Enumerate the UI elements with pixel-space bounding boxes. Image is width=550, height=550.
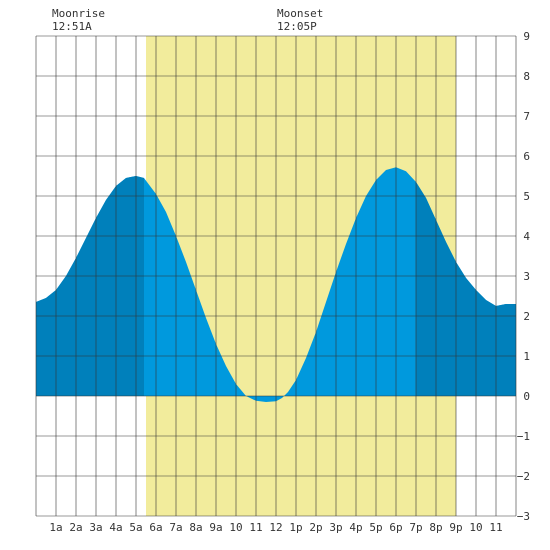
x-tick-label: 3p (329, 521, 342, 534)
y-tick-label: 1 (523, 350, 530, 363)
y-tick-label: 3 (523, 270, 530, 283)
x-tick-label: 5p (369, 521, 382, 534)
y-tick-label: −3 (517, 510, 530, 523)
x-tick-label: 2p (309, 521, 322, 534)
moonset-label: Moonset (277, 7, 324, 20)
x-tick-label: 7p (409, 521, 422, 534)
y-tick-label: −2 (517, 470, 530, 483)
moonrise-time: 12:51A (52, 20, 92, 33)
x-tick-label: 12 (269, 521, 282, 534)
x-tick-label: 4a (109, 521, 122, 534)
y-tick-label: 7 (523, 110, 530, 123)
x-tick-label: 9p (449, 521, 462, 534)
x-tick-label: 5a (129, 521, 142, 534)
y-tick-label: 2 (523, 310, 530, 323)
y-tick-labels: −3 −2 −1 0 1 2 3 4 5 6 7 8 9 (517, 30, 531, 523)
y-tick-label: 6 (523, 150, 530, 163)
moonset-info: Moonset 12:05P (277, 7, 323, 33)
x-tick-label: 8a (189, 521, 202, 534)
x-tick-label: 10 (229, 521, 242, 534)
y-tick-label: −1 (517, 430, 530, 443)
y-tick-label: 4 (523, 230, 530, 243)
x-tick-label: 7a (169, 521, 182, 534)
x-tick-labels: 1a 2a 3a 4a 5a 6a 7a 8a 9a 10 11 12 1p 2p 3p 4p 5p 6p 7p 8p… (49, 521, 502, 534)
x-tick-label: 8p (429, 521, 442, 534)
x-tick-label: 6a (149, 521, 162, 534)
x-tick-label: 11 (489, 521, 502, 534)
moonset-time: 12:05P (277, 20, 317, 33)
y-tick-label: 8 (523, 70, 530, 83)
grid-group (35, 35, 517, 517)
x-tick-label: 2a (69, 521, 82, 534)
y-tick-label: 5 (523, 190, 530, 203)
y-tick-label: 9 (523, 30, 530, 43)
x-tick-label: 11 (249, 521, 262, 534)
x-tick-label: 4p (349, 521, 362, 534)
moonrise-label: Moonrise (52, 7, 105, 20)
x-tick-label: 6p (389, 521, 402, 534)
x-tick-label: 9a (209, 521, 222, 534)
x-tick-label: 1a (49, 521, 62, 534)
x-tick-label: 1p (289, 521, 302, 534)
y-tick-label: 0 (523, 390, 530, 403)
x-tick-label: 10 (469, 521, 482, 534)
moonrise-info: Moonrise 12:51A (52, 7, 105, 33)
x-tick-label: 3a (89, 521, 102, 534)
